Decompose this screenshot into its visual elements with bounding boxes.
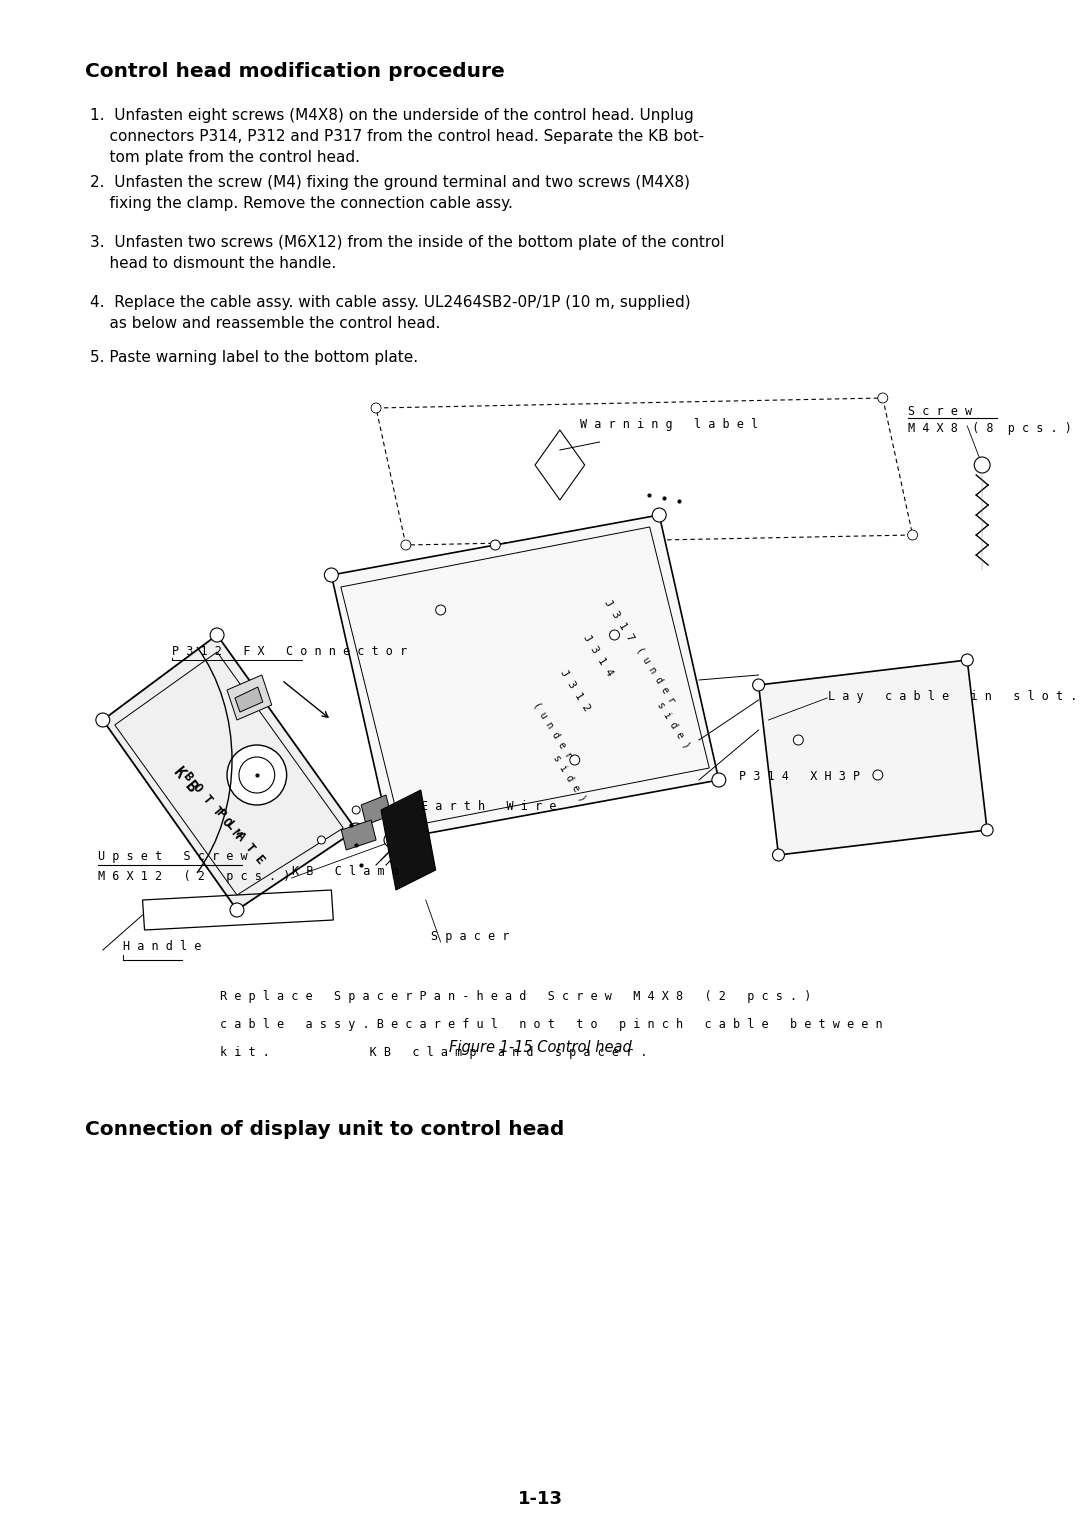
- Circle shape: [96, 714, 110, 727]
- Text: J 3 1 7: J 3 1 7: [603, 597, 636, 643]
- Text: 5. Paste warning label to the bottom plate.: 5. Paste warning label to the bottom pla…: [90, 350, 418, 365]
- Circle shape: [490, 539, 500, 550]
- Text: W a r n i n g   l a b e l: W a r n i n g l a b e l: [580, 419, 758, 431]
- Polygon shape: [103, 636, 356, 911]
- Text: M 4 X 8  ( 8  p c s . ): M 4 X 8 ( 8 p c s . ): [907, 422, 1071, 435]
- Text: J 3 1 2: J 3 1 2: [558, 668, 592, 712]
- Text: Connection of display unit to control head: Connection of display unit to control he…: [85, 1120, 565, 1138]
- Text: J 3 1 4: J 3 1 4: [581, 633, 615, 678]
- Text: c a b l e   a s s y . B e c a r e f u l   n o t   t o   p i n c h   c a b l e   : c a b l e a s s y . B e c a r e f u l n …: [220, 1018, 882, 1031]
- Text: k i t .              K B   c l a m p   a n d   s p a c e r .: k i t . K B c l a m p a n d s p a c e r …: [220, 1047, 648, 1059]
- Circle shape: [570, 755, 580, 766]
- Text: K B   C l a m p: K B C l a m p: [292, 865, 399, 879]
- Text: P L A T E: P L A T E: [213, 807, 267, 866]
- Text: s i d e ): s i d e ): [552, 753, 588, 804]
- Polygon shape: [332, 515, 719, 840]
- Text: ( u n d e r: ( u n d e r: [635, 645, 677, 704]
- Circle shape: [609, 630, 620, 640]
- Polygon shape: [361, 795, 391, 825]
- Circle shape: [230, 903, 244, 917]
- Text: P 3 1 4   X H 3 P: P 3 1 4 X H 3 P: [739, 770, 860, 782]
- Circle shape: [873, 770, 882, 779]
- Circle shape: [961, 654, 973, 666]
- Circle shape: [349, 824, 363, 837]
- Text: 1.  Unfasten eight screws (M4X8) on the underside of the control head. Unplug
  : 1. Unfasten eight screws (M4X8) on the u…: [90, 108, 704, 165]
- Circle shape: [401, 539, 410, 550]
- Circle shape: [794, 735, 804, 746]
- Polygon shape: [341, 821, 376, 850]
- Text: K B: K B: [171, 764, 200, 795]
- Circle shape: [878, 393, 888, 403]
- Text: E a r t h   W i r e: E a r t h W i r e: [421, 801, 556, 813]
- Text: U p s e t   S c r e w: U p s e t S c r e w: [98, 850, 247, 863]
- Circle shape: [318, 836, 325, 843]
- Text: Control head modification procedure: Control head modification procedure: [85, 63, 504, 81]
- Polygon shape: [235, 688, 262, 712]
- Circle shape: [652, 507, 666, 523]
- Text: P 3 1 2   F X   C o n n e c t o r: P 3 1 2 F X C o n n e c t o r: [173, 645, 407, 659]
- Polygon shape: [758, 660, 987, 856]
- Circle shape: [352, 805, 360, 814]
- Circle shape: [907, 530, 918, 539]
- Text: B O T T O M: B O T T O M: [180, 769, 244, 840]
- Text: s i d e ): s i d e ): [656, 700, 692, 750]
- Text: Figure 1-15 Control head: Figure 1-15 Control head: [448, 1041, 632, 1054]
- Text: H a n d l e: H a n d l e: [123, 940, 201, 953]
- Circle shape: [384, 833, 397, 847]
- Circle shape: [372, 403, 381, 413]
- Circle shape: [753, 678, 765, 691]
- Circle shape: [227, 746, 286, 805]
- Text: ( u n d e r: ( u n d e r: [531, 700, 575, 759]
- Text: M 6 X 1 2   ( 2   p c s . ): M 6 X 1 2 ( 2 p c s . ): [98, 869, 291, 883]
- Text: 4.  Replace the cable assy. with cable assy. UL2464SB2-0P/1P (10 m, supplied)
  : 4. Replace the cable assy. with cable as…: [90, 295, 690, 332]
- Polygon shape: [381, 790, 435, 889]
- Circle shape: [772, 850, 784, 860]
- Text: S c r e w: S c r e w: [907, 405, 972, 419]
- Polygon shape: [227, 675, 272, 720]
- Circle shape: [974, 457, 990, 474]
- Text: 2.  Unfasten the screw (M4) fixing the ground terminal and two screws (M4X8)
   : 2. Unfasten the screw (M4) fixing the gr…: [90, 176, 690, 211]
- Text: 3.  Unfasten two screws (M6X12) from the inside of the bottom plate of the contr: 3. Unfasten two screws (M6X12) from the …: [90, 235, 725, 270]
- Text: S p a c e r: S p a c e r: [431, 931, 509, 943]
- Circle shape: [324, 568, 338, 582]
- Text: L a y   c a b l e   i n   s l o t .: L a y c a b l e i n s l o t .: [828, 691, 1078, 703]
- Circle shape: [435, 605, 446, 614]
- Circle shape: [239, 756, 274, 793]
- Circle shape: [981, 824, 994, 836]
- Circle shape: [712, 773, 726, 787]
- Circle shape: [211, 628, 224, 642]
- Text: R e p l a c e   S p a c e r P a n - h e a d   S c r e w   M 4 X 8   ( 2   p c s : R e p l a c e S p a c e r P a n - h e a …: [220, 990, 811, 1002]
- Text: 1-13: 1-13: [517, 1490, 563, 1508]
